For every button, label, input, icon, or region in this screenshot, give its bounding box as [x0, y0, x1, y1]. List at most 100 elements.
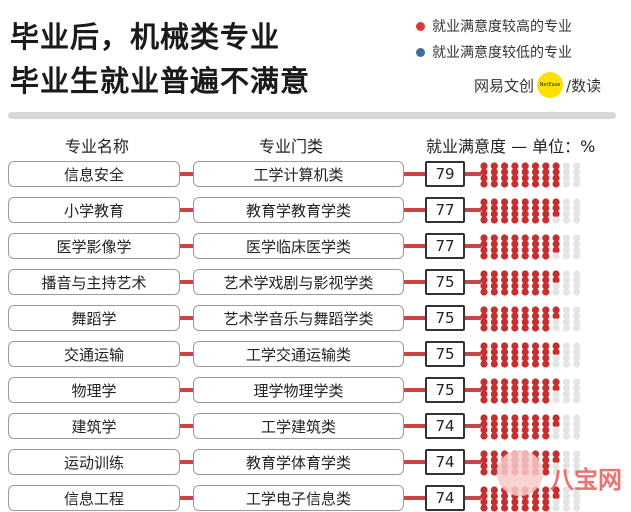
connector-line	[180, 388, 194, 392]
filled-dot	[531, 180, 540, 188]
filled-dot	[552, 378, 560, 386]
filled-dot	[480, 252, 488, 260]
filled-dot	[511, 342, 519, 350]
filled-dot	[501, 498, 509, 506]
table-row: 舞蹈学 艺术学音乐与舞蹈学类 75	[0, 305, 631, 332]
filled-dot	[480, 174, 488, 182]
brand-logo: 网易文创 NetEase /数读	[474, 72, 601, 98]
filled-dot	[511, 246, 519, 254]
satisfaction-value: 74	[425, 413, 465, 439]
empty-dot	[562, 216, 570, 224]
satisfaction-dot-matrix	[480, 198, 581, 224]
filled-dot	[480, 348, 488, 356]
filled-dot	[542, 390, 550, 398]
major-name: 小学教育	[8, 197, 180, 223]
filled-dot	[480, 450, 488, 458]
filled-dot	[490, 468, 498, 476]
filled-dot	[490, 504, 498, 512]
filled-dot	[542, 198, 550, 206]
empty-dot	[562, 282, 570, 290]
empty-dot	[573, 486, 581, 494]
connector-line	[465, 388, 481, 392]
empty-dot	[562, 414, 570, 422]
satisfaction-dot-matrix	[480, 378, 581, 404]
filled-dot	[480, 210, 488, 218]
legend-low-dot-icon	[416, 47, 425, 57]
filled-dot	[480, 198, 488, 206]
satisfaction-dot-matrix	[480, 306, 581, 332]
filled-dot	[542, 318, 550, 326]
filled-dot	[552, 306, 560, 314]
empty-dot	[552, 360, 560, 368]
filled-dot	[531, 324, 540, 332]
filled-dot	[531, 174, 540, 182]
filled-dot	[480, 462, 488, 470]
filled-dot	[511, 312, 519, 320]
filled-dot	[511, 234, 519, 242]
filled-dot	[531, 432, 540, 440]
empty-dot	[562, 174, 570, 182]
filled-dot	[552, 414, 560, 422]
empty-dot	[573, 288, 581, 296]
filled-dot	[511, 180, 519, 188]
filled-dot	[542, 348, 550, 356]
empty-dot	[573, 168, 581, 176]
major-name: 运动训练	[8, 449, 180, 475]
filled-dot	[501, 282, 509, 290]
filled-dot	[501, 216, 509, 224]
filled-dot	[531, 210, 540, 218]
empty-dot	[552, 432, 560, 440]
filled-dot	[552, 456, 560, 464]
filled-dot	[511, 210, 519, 218]
filled-dot	[542, 384, 550, 392]
satisfaction-value: 75	[425, 269, 465, 295]
filled-dot	[480, 432, 488, 440]
table-row: 播音与主持艺术 艺术学戏剧与影视学类 75	[0, 269, 631, 296]
satisfaction-dot-matrix	[480, 414, 581, 440]
filled-dot	[480, 246, 488, 254]
empty-dot	[573, 174, 581, 182]
empty-dot	[552, 354, 560, 362]
connector-line	[180, 316, 194, 320]
empty-dot	[573, 318, 581, 326]
filled-dot	[531, 384, 540, 392]
filled-dot	[552, 420, 560, 428]
brand-right-text: /数读	[566, 76, 602, 95]
empty-dot	[552, 504, 560, 512]
empty-dot	[573, 390, 581, 398]
filled-dot	[531, 312, 540, 320]
major-category: 工学交通运输类	[193, 341, 404, 367]
filled-dot	[542, 306, 550, 314]
filled-dot	[490, 354, 498, 362]
filled-dot	[511, 426, 519, 434]
empty-dot	[573, 354, 581, 362]
empty-dot	[573, 282, 581, 290]
filled-dot	[521, 378, 529, 386]
filled-dot	[542, 414, 550, 422]
filled-dot	[490, 462, 498, 470]
filled-dot	[501, 396, 509, 404]
filled-dot	[552, 162, 560, 170]
filled-dot	[542, 378, 550, 386]
filled-dot	[501, 420, 509, 428]
empty-dot	[562, 252, 570, 260]
empty-dot	[562, 486, 570, 494]
empty-dot	[573, 312, 581, 320]
filled-dot	[521, 348, 529, 356]
empty-dot	[562, 360, 570, 368]
empty-dot	[562, 198, 570, 206]
filled-dot	[531, 342, 540, 350]
filled-dot	[501, 354, 509, 362]
filled-dot	[490, 318, 498, 326]
connector-line	[180, 496, 194, 500]
connector-line	[180, 460, 194, 464]
legend-high: 就业满意度较高的专业	[416, 16, 572, 36]
filled-dot	[531, 204, 540, 212]
major-name: 交通运输	[8, 341, 180, 367]
filled-dot	[480, 216, 488, 224]
filled-dot	[531, 348, 540, 356]
filled-dot	[490, 168, 498, 176]
major-name: 物理学	[8, 377, 180, 403]
empty-dot	[573, 210, 581, 218]
filled-dot	[542, 456, 550, 464]
